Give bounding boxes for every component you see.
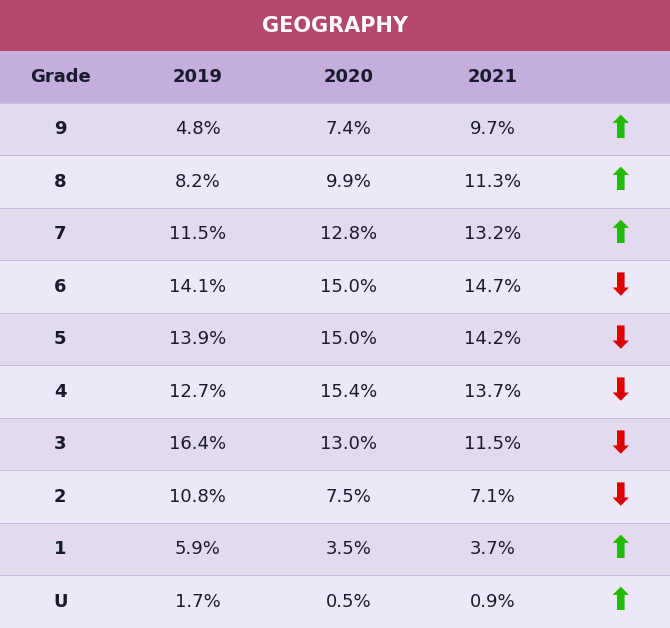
Bar	[0, 0, 670, 51]
Text: 3: 3	[54, 435, 66, 453]
Text: 7.4%: 7.4%	[326, 120, 371, 138]
Text: 13.9%: 13.9%	[169, 330, 226, 349]
Bar	[0, 156, 670, 208]
Text: 4: 4	[54, 382, 66, 401]
Text: 5.9%: 5.9%	[175, 540, 220, 558]
Text: 7.1%: 7.1%	[470, 488, 515, 506]
Text: 15.4%: 15.4%	[320, 382, 377, 401]
Text: 12.7%: 12.7%	[169, 382, 226, 401]
Bar	[0, 470, 670, 523]
Text: 6: 6	[54, 278, 66, 296]
Text: 10.8%: 10.8%	[170, 488, 226, 506]
Bar	[0, 418, 670, 470]
Text: 9.7%: 9.7%	[470, 120, 515, 138]
Text: 9: 9	[54, 120, 66, 138]
Text: 4.8%: 4.8%	[175, 120, 220, 138]
Text: 1.7%: 1.7%	[175, 593, 220, 611]
Text: 9.9%: 9.9%	[326, 173, 371, 191]
Text: ⬇: ⬇	[607, 430, 632, 458]
Text: GEOGRAPHY: GEOGRAPHY	[262, 16, 408, 36]
Text: 2021: 2021	[468, 68, 517, 86]
Text: 3.5%: 3.5%	[326, 540, 371, 558]
Text: ⬆: ⬆	[607, 167, 632, 196]
Text: 12.8%: 12.8%	[320, 225, 377, 243]
Text: ⬆: ⬆	[607, 587, 632, 616]
Text: 13.7%: 13.7%	[464, 382, 521, 401]
Text: 16.4%: 16.4%	[169, 435, 226, 453]
Bar	[0, 523, 670, 575]
Text: Grade: Grade	[30, 68, 90, 86]
Text: 11.5%: 11.5%	[464, 435, 521, 453]
Text: 14.1%: 14.1%	[169, 278, 226, 296]
Bar	[0, 261, 670, 313]
Text: 14.7%: 14.7%	[464, 278, 521, 296]
Text: 2019: 2019	[173, 68, 222, 86]
Text: 15.0%: 15.0%	[320, 330, 377, 349]
Text: 0.5%: 0.5%	[326, 593, 371, 611]
Text: ⬇: ⬇	[607, 482, 632, 511]
Text: 11.3%: 11.3%	[464, 173, 521, 191]
Text: 7.5%: 7.5%	[326, 488, 371, 506]
Text: 8.2%: 8.2%	[175, 173, 220, 191]
Bar	[0, 103, 670, 156]
Text: 13.2%: 13.2%	[464, 225, 521, 243]
Text: ⬇: ⬇	[607, 325, 632, 354]
Text: 1: 1	[54, 540, 66, 558]
Bar	[0, 208, 670, 261]
Bar	[0, 313, 670, 365]
Bar	[0, 575, 670, 628]
Text: ⬇: ⬇	[607, 377, 632, 406]
Text: ⬆: ⬆	[607, 535, 632, 564]
Text: 3.7%: 3.7%	[470, 540, 515, 558]
Text: 13.0%: 13.0%	[320, 435, 377, 453]
Text: 11.5%: 11.5%	[169, 225, 226, 243]
Text: ⬆: ⬆	[607, 220, 632, 249]
Text: 2: 2	[54, 488, 66, 506]
Bar	[0, 51, 670, 103]
Text: 5: 5	[54, 330, 66, 349]
Bar	[0, 365, 670, 418]
Text: U: U	[53, 593, 68, 611]
Text: 15.0%: 15.0%	[320, 278, 377, 296]
Text: 8: 8	[54, 173, 66, 191]
Text: 2020: 2020	[324, 68, 373, 86]
Text: 0.9%: 0.9%	[470, 593, 515, 611]
Text: 14.2%: 14.2%	[464, 330, 521, 349]
Text: ⬆: ⬆	[607, 115, 632, 144]
Text: 7: 7	[54, 225, 66, 243]
Text: ⬇: ⬇	[607, 273, 632, 301]
